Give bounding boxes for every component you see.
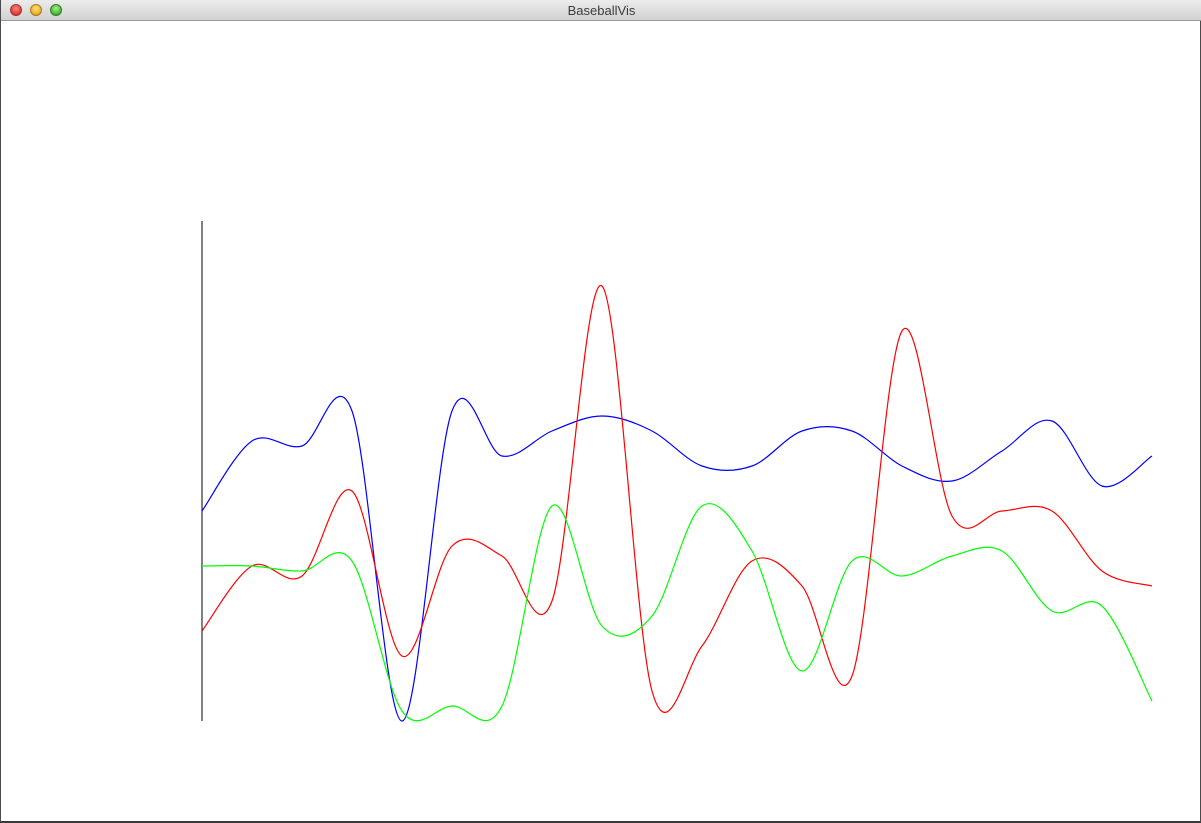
zoom-window-button[interactable] <box>50 4 62 16</box>
window-title: BaseballVis <box>567 3 636 18</box>
series-line-1 <box>201 395 1153 722</box>
chart-canvas <box>1 21 1200 821</box>
series-layer <box>201 285 1153 722</box>
series-line-2 <box>201 285 1153 713</box>
series-line-3 <box>201 503 1153 722</box>
line-chart <box>201 221 1153 722</box>
minimize-window-button[interactable] <box>30 4 42 16</box>
close-window-button[interactable] <box>10 4 22 16</box>
title-bar[interactable]: BaseballVis <box>1 0 1201 21</box>
